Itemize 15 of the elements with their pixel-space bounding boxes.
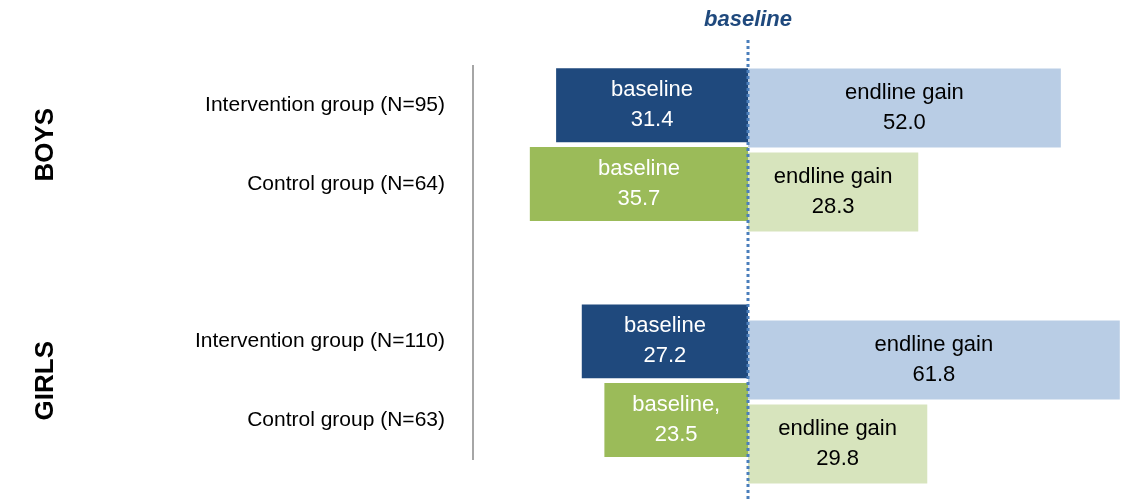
data-label: baseline 27.2 (623, 312, 706, 368)
data-label: baseline, 23.5 (632, 391, 721, 447)
data-label: endline gain 61.8 (874, 331, 994, 387)
data-label: endline gain 52.0 (845, 79, 964, 135)
data-label: endline gain 29.8 (778, 415, 897, 471)
y-tick-label: Intervention group (N=110) (194, 328, 445, 352)
text: GIRLS (29, 340, 60, 421)
data-label: endline gain 28.3 (773, 163, 893, 219)
data-label: baseline 31.4 (611, 76, 694, 132)
y-tick-label: Control group (N=64) (247, 170, 445, 194)
y-tick-label: Control group (N=63) (247, 406, 445, 430)
data-label: baseline 35.7 (597, 155, 680, 211)
y-tick-label: Intervention group (N=95) (205, 92, 445, 116)
text: BOYS (29, 107, 60, 182)
ref-line-label: baseline (703, 6, 793, 32)
